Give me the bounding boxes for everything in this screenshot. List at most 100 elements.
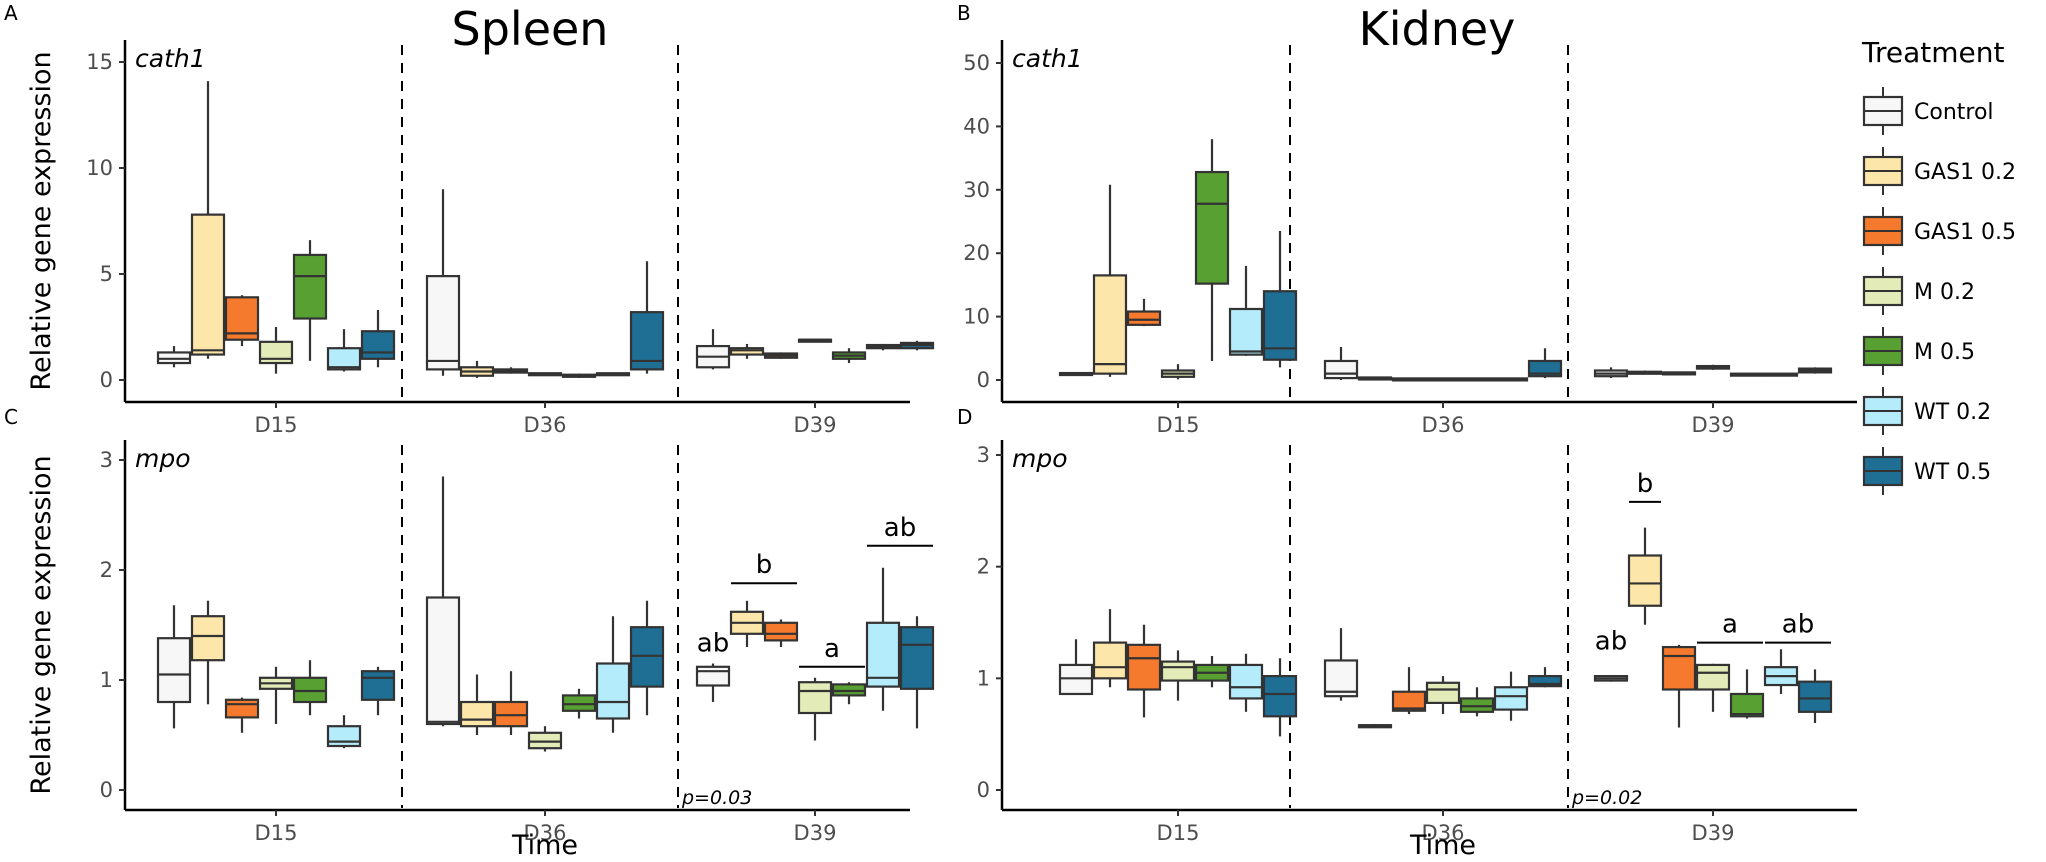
y-tick-label: 3 [100, 448, 113, 472]
significance-letter: ab [1782, 610, 1814, 640]
box-body [1459, 697, 1495, 713]
significance-letter: b [1637, 469, 1654, 499]
box-control-d39 [695, 329, 731, 370]
box-body [1323, 359, 1359, 380]
significance-letter: ab [884, 513, 916, 543]
box-m-0.2-d39 [1695, 663, 1731, 712]
box-m-0.2-d15 [258, 327, 294, 374]
box-wt-0.5-d36 [629, 600, 665, 716]
box-gas1-0.5-d39 [763, 352, 799, 359]
box-body [1092, 274, 1128, 375]
box-m-0.5-d39 [1729, 372, 1765, 377]
x-tick-label: D15 [1157, 821, 1200, 845]
significance-letter: a [1722, 610, 1738, 640]
box-body [292, 253, 328, 320]
x-tick-label: D39 [1692, 413, 1735, 437]
legend-label: WT 0.5 [1914, 460, 1991, 485]
box-m-0.2-d36 [1425, 377, 1461, 382]
y-tick-label: 20 [963, 241, 990, 265]
gene-label: cath1 [1012, 44, 1083, 73]
y-tick-label: 3 [977, 443, 990, 467]
legend-item-gas1-0.2: GAS1 0.2 [1862, 147, 2016, 195]
x-tick-label: D36 [1422, 413, 1465, 437]
y-tick-label: 30 [963, 178, 990, 202]
box-body [763, 621, 799, 642]
box-wt-0.5-d15 [1262, 658, 1298, 737]
box-body [629, 626, 665, 688]
box-wt-0.2-d15 [326, 329, 362, 372]
box-body [190, 213, 226, 356]
box-body [1391, 690, 1427, 712]
box-control-d39 [695, 663, 731, 702]
box-body [1194, 170, 1230, 285]
box-wt-0.2-d39 [1763, 372, 1799, 377]
box-m-0.5-d36 [561, 373, 597, 378]
significance-letter: b [756, 550, 773, 580]
box-body [326, 725, 362, 748]
x-tick-label: D15 [255, 413, 298, 437]
box-gas1-0.5-d36 [1391, 667, 1427, 715]
box-wt-0.2-d39 [865, 343, 901, 351]
legend-title: Treatment [1861, 36, 2004, 69]
box-wt-0.5-d15 [360, 666, 396, 716]
panel-letter: C [4, 405, 18, 429]
box-body [1695, 663, 1731, 691]
box-body [1661, 645, 1697, 691]
box-body [899, 626, 935, 690]
box-gas1-0.2-d15 [1092, 184, 1128, 377]
box-gas1-0.2-d15 [190, 81, 226, 359]
p-value-label: p=0.02 [1571, 787, 1642, 809]
box-m-0.2-d15 [1160, 650, 1196, 701]
box-body [595, 662, 631, 720]
panel-title: Spleen [452, 2, 609, 56]
box-wt-0.2-d39 [865, 567, 901, 711]
panel-letter: D [957, 405, 972, 429]
box-wt-0.2-d36 [595, 372, 631, 377]
box-m-0.2-d15 [1160, 364, 1196, 380]
box-gas1-0.2-d39 [1627, 370, 1663, 375]
box-gas1-0.2-d36 [459, 674, 495, 735]
x-tick-label: D36 [1422, 821, 1465, 845]
box-body [1126, 643, 1162, 691]
y-tick-label: 2 [100, 558, 113, 582]
box-wt-0.5-d36 [629, 261, 665, 374]
gene-label: mpo [1012, 444, 1068, 473]
box-wt-0.2-d15 [326, 715, 362, 749]
box-body [1323, 659, 1359, 698]
box-body [190, 615, 226, 662]
box-body [1228, 307, 1264, 356]
legend-label: Control [1914, 100, 1994, 125]
y-axis-title: Relative gene expression [26, 51, 57, 390]
box-wt-0.5-d39 [899, 340, 935, 351]
box-body [797, 681, 833, 715]
box-gas1-0.2-d39 [1627, 527, 1663, 625]
gene-label: mpo [135, 444, 191, 473]
box-body [360, 330, 396, 360]
box-control-d36 [1323, 628, 1359, 701]
box-control-d36 [425, 476, 461, 727]
legend: Treatment Control GAS1 0.2 GAS1 0.5 M 0.2 M 0… [1861, 36, 2016, 495]
box-body [1797, 680, 1833, 713]
box-m-0.5-d39 [831, 348, 867, 364]
box-m-0.2-d15 [258, 666, 294, 724]
box-m-0.2-d36 [527, 372, 563, 377]
legend-label: M 0.2 [1914, 280, 1975, 305]
box-wt-0.2-d36 [595, 616, 631, 733]
box-body [865, 621, 901, 688]
legend-item-wt-0.2: WT 0.2 [1862, 387, 1991, 435]
box-body [1092, 641, 1128, 680]
box-control-d15 [156, 346, 192, 368]
legend-label: WT 0.2 [1914, 400, 1991, 425]
box-wt-0.2-d39 [1763, 649, 1799, 694]
y-tick-label: 10 [86, 156, 113, 180]
box-body [425, 596, 461, 726]
x-tick-label: D39 [794, 821, 837, 845]
box-m-0.5-d15 [292, 240, 328, 361]
box-wt-0.2-d36 [1493, 671, 1529, 721]
gene-label: cath1 [135, 44, 206, 73]
box-wt-0.5-d39 [1797, 367, 1833, 374]
legend-label: GAS1 0.5 [1914, 220, 2016, 245]
box-gas1-0.5-d15 [1126, 624, 1162, 718]
box-wt-0.5-d36 [1527, 667, 1563, 688]
